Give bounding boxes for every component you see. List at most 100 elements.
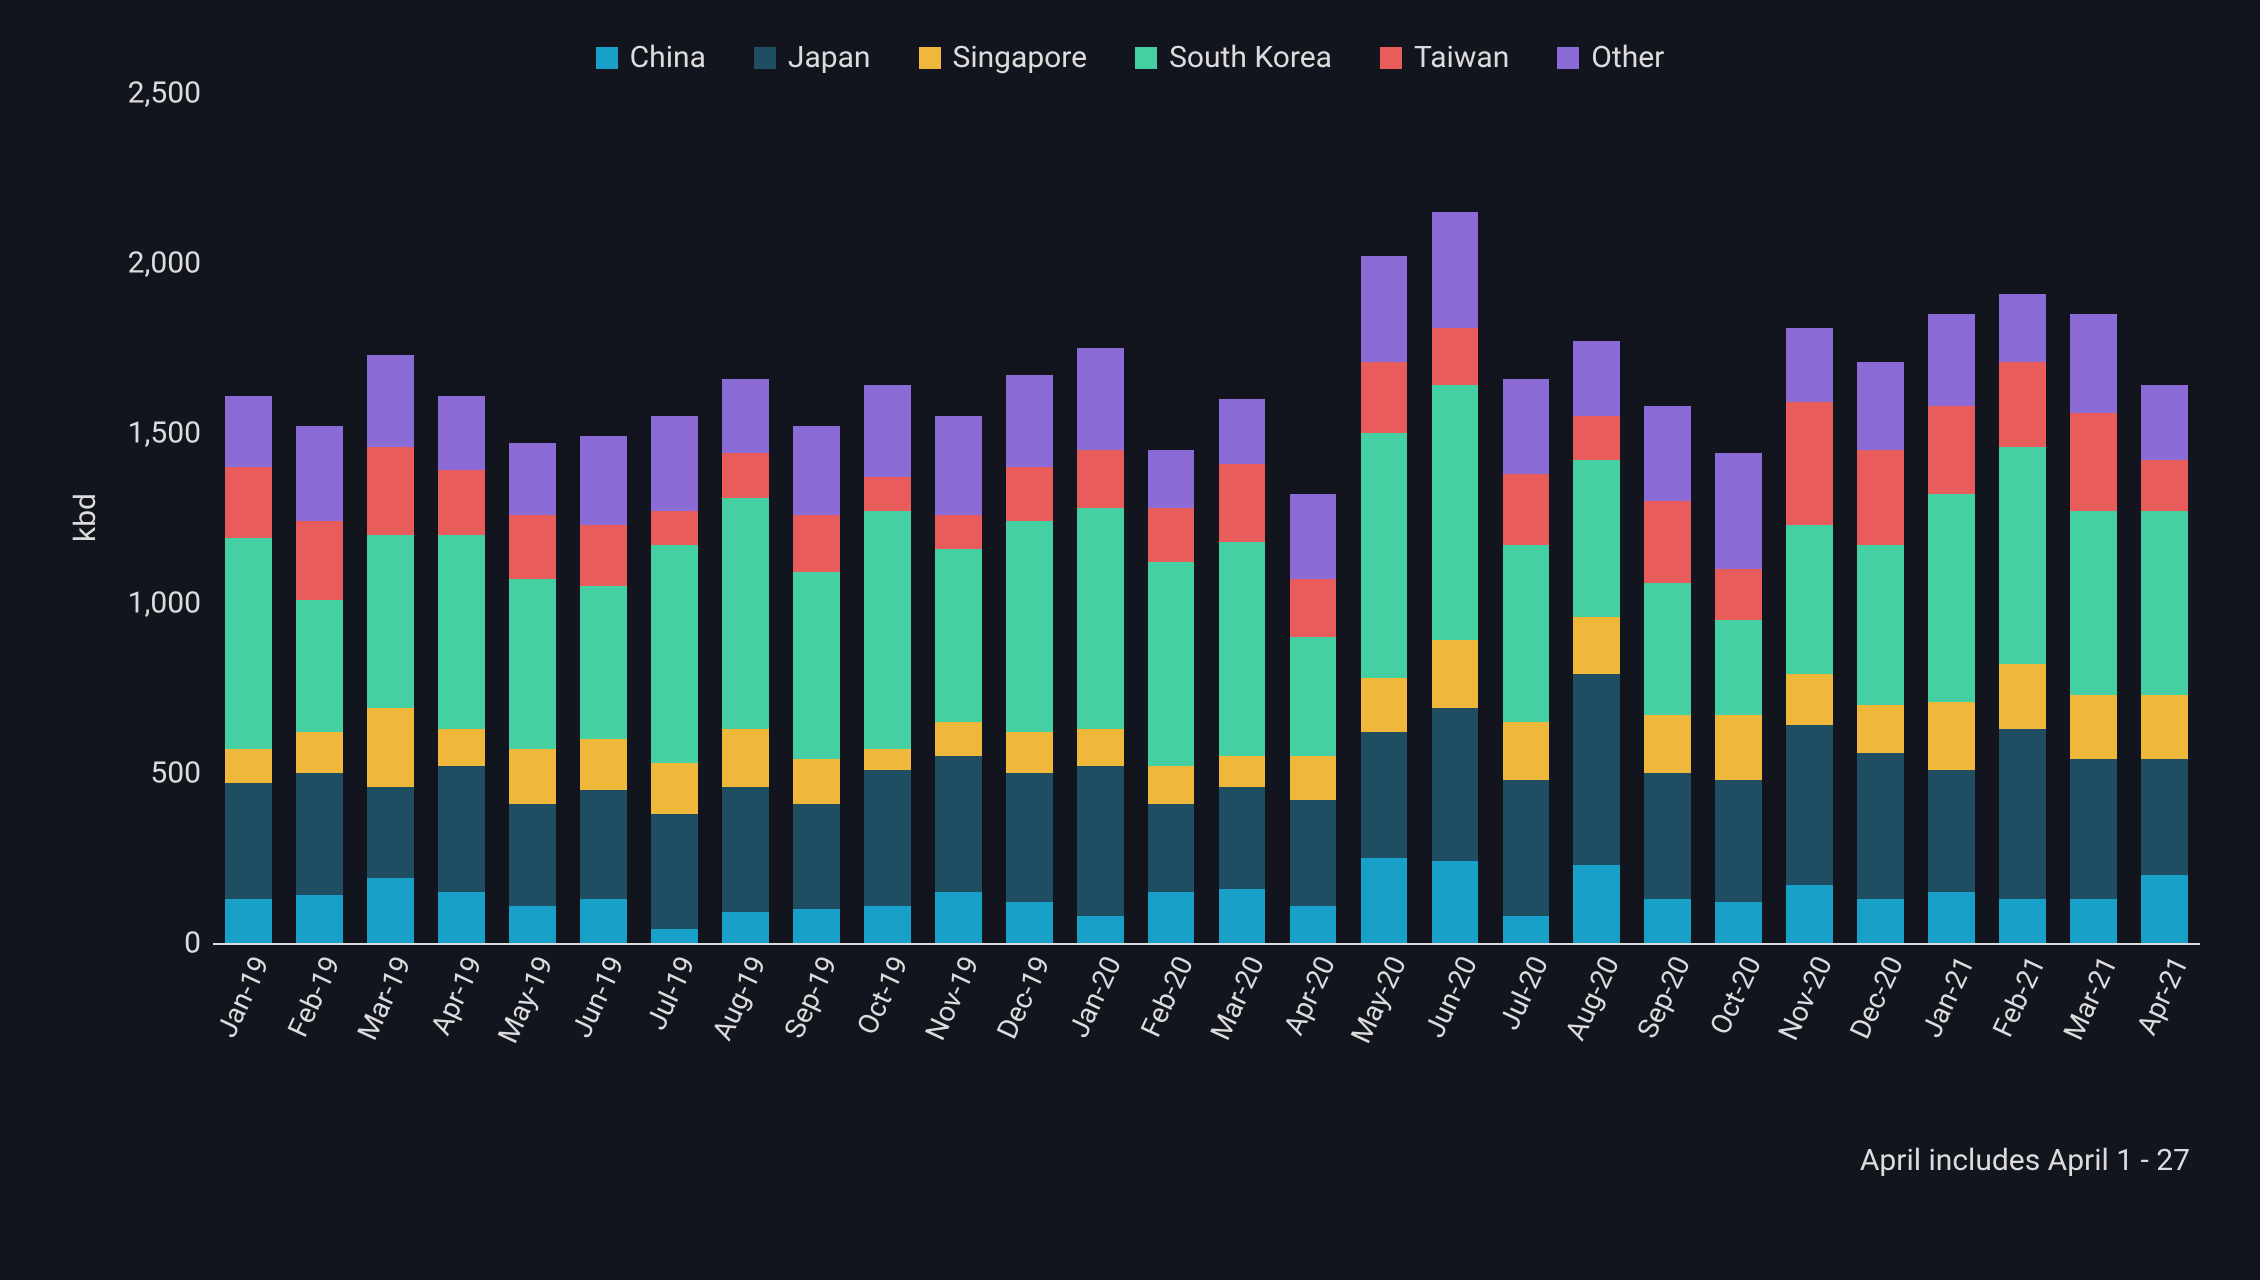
bar-segment-taiwan bbox=[1999, 362, 2046, 447]
stacked-bar bbox=[1644, 406, 1691, 943]
bar-segment-taiwan bbox=[651, 511, 698, 545]
bar-segment-china bbox=[1077, 916, 1124, 943]
legend-item-taiwan: Taiwan bbox=[1380, 40, 1509, 75]
bar-segment-china bbox=[651, 929, 698, 943]
bar-segment-taiwan bbox=[1290, 579, 1337, 637]
stacked-bar bbox=[1219, 399, 1266, 943]
bar-segment-singapore bbox=[2141, 695, 2188, 760]
bar-segment-china bbox=[509, 906, 556, 943]
bar-segment-japan bbox=[1857, 753, 1904, 899]
x-tick-label: Sep-19 bbox=[778, 951, 844, 1043]
bar-slot bbox=[781, 93, 852, 943]
bar-segment-singapore bbox=[367, 708, 414, 786]
bar-segment-taiwan bbox=[1644, 501, 1691, 583]
bar-segment-japan bbox=[1503, 780, 1550, 916]
bar-slot bbox=[1490, 93, 1561, 943]
bar-segment-taiwan bbox=[1503, 474, 1550, 545]
bar-segment-singapore bbox=[2070, 695, 2117, 760]
bar-segment-other bbox=[864, 385, 911, 477]
bar-segment-singapore bbox=[1715, 715, 1762, 780]
legend-swatch-icon bbox=[1380, 47, 1402, 69]
bar-slot bbox=[852, 93, 923, 943]
stacked-bar bbox=[1503, 379, 1550, 943]
x-tick-label: Aug-20 bbox=[1559, 951, 1626, 1045]
legend-label: South Korea bbox=[1169, 40, 1332, 75]
bar-segment-japan bbox=[1006, 773, 1053, 902]
bar-segment-china bbox=[1786, 885, 1833, 943]
bar-segment-south_korea bbox=[1928, 494, 1975, 701]
x-tick-label: Dec-20 bbox=[1844, 951, 1911, 1044]
bar-segment-taiwan bbox=[935, 515, 982, 549]
plot-area: kbd 05001,0001,5002,0002,500 bbox=[60, 93, 2200, 943]
bar-segment-japan bbox=[1573, 674, 1620, 864]
bar-segment-taiwan bbox=[2070, 413, 2117, 512]
bar-segment-taiwan bbox=[1786, 402, 1833, 524]
bar-segment-japan bbox=[225, 783, 272, 899]
stacked-bar bbox=[2141, 385, 2188, 943]
bar-segment-china bbox=[1432, 861, 1479, 943]
bar-segment-other bbox=[1361, 256, 1408, 361]
x-tick-label: Jun-19 bbox=[565, 951, 631, 1042]
bar-slot bbox=[497, 93, 568, 943]
bar-segment-singapore bbox=[722, 729, 769, 787]
bar-segment-other bbox=[509, 443, 556, 514]
bar-slot bbox=[923, 93, 994, 943]
x-tick-label: Sep-20 bbox=[1631, 951, 1697, 1043]
bar-segment-south_korea bbox=[722, 498, 769, 729]
bar-segment-singapore bbox=[1006, 732, 1053, 773]
bar-segment-south_korea bbox=[438, 535, 485, 729]
bar-segment-japan bbox=[1644, 773, 1691, 899]
bar-segment-china bbox=[1361, 858, 1408, 943]
bar-segment-japan bbox=[1077, 766, 1124, 916]
x-tick-label: Feb-21 bbox=[1987, 951, 2053, 1042]
bar-segment-taiwan bbox=[1715, 569, 1762, 620]
bar-segment-singapore bbox=[1148, 766, 1195, 803]
bar-segment-other bbox=[367, 355, 414, 447]
bar-segment-south_korea bbox=[1644, 583, 1691, 716]
legend-swatch-icon bbox=[754, 47, 776, 69]
stacked-bar bbox=[1148, 450, 1195, 943]
bar-segment-taiwan bbox=[1361, 362, 1408, 433]
bar-segment-singapore bbox=[1077, 729, 1124, 766]
bar-segment-singapore bbox=[1290, 756, 1337, 800]
bar-segment-japan bbox=[2070, 759, 2117, 898]
bar-segment-japan bbox=[1786, 725, 1833, 885]
x-tick-label: Jan-20 bbox=[1062, 951, 1128, 1042]
bar-slot bbox=[1703, 93, 1774, 943]
bar-segment-taiwan bbox=[1432, 328, 1479, 386]
x-tick-label: Dec-19 bbox=[991, 951, 1058, 1044]
bar-segment-taiwan bbox=[1219, 464, 1266, 542]
x-tick-label: Jun-20 bbox=[1418, 951, 1484, 1042]
x-tick-label: Nov-20 bbox=[1772, 951, 1839, 1045]
bar-segment-china bbox=[1219, 889, 1266, 943]
stacked-bar bbox=[438, 396, 485, 943]
bar-segment-japan bbox=[1928, 770, 1975, 892]
bar-slot bbox=[355, 93, 426, 943]
bar-segment-japan bbox=[438, 766, 485, 892]
stacked-bar bbox=[1928, 314, 1975, 943]
bar-segment-south_korea bbox=[296, 600, 343, 733]
x-tick-label: Feb-20 bbox=[1134, 951, 1200, 1042]
bar-segment-china bbox=[722, 912, 769, 943]
bar-segment-china bbox=[1999, 899, 2046, 943]
stacked-bar bbox=[1857, 362, 1904, 943]
bar-segment-taiwan bbox=[793, 515, 840, 573]
bar-segment-china bbox=[1573, 865, 1620, 943]
y-tick-label: 0 bbox=[91, 926, 201, 961]
bar-segment-japan bbox=[2141, 759, 2188, 875]
bar-segment-other bbox=[651, 416, 698, 511]
bar-slot bbox=[994, 93, 1065, 943]
bar-segment-south_korea bbox=[1999, 447, 2046, 665]
stacked-bar bbox=[296, 426, 343, 943]
legend-label: Other bbox=[1591, 40, 1664, 75]
bar-segment-china bbox=[1290, 906, 1337, 943]
bar-slot bbox=[1207, 93, 1278, 943]
bar-segment-other bbox=[1148, 450, 1195, 508]
bar-segment-china bbox=[1006, 902, 1053, 943]
legend-item-japan: Japan bbox=[754, 40, 871, 75]
bar-segment-other bbox=[1857, 362, 1904, 450]
bar-segment-china bbox=[367, 878, 414, 943]
legend-label: China bbox=[630, 40, 706, 75]
x-tick-label: Oct-19 bbox=[850, 951, 915, 1040]
x-tick-label: Oct-20 bbox=[1703, 951, 1768, 1040]
